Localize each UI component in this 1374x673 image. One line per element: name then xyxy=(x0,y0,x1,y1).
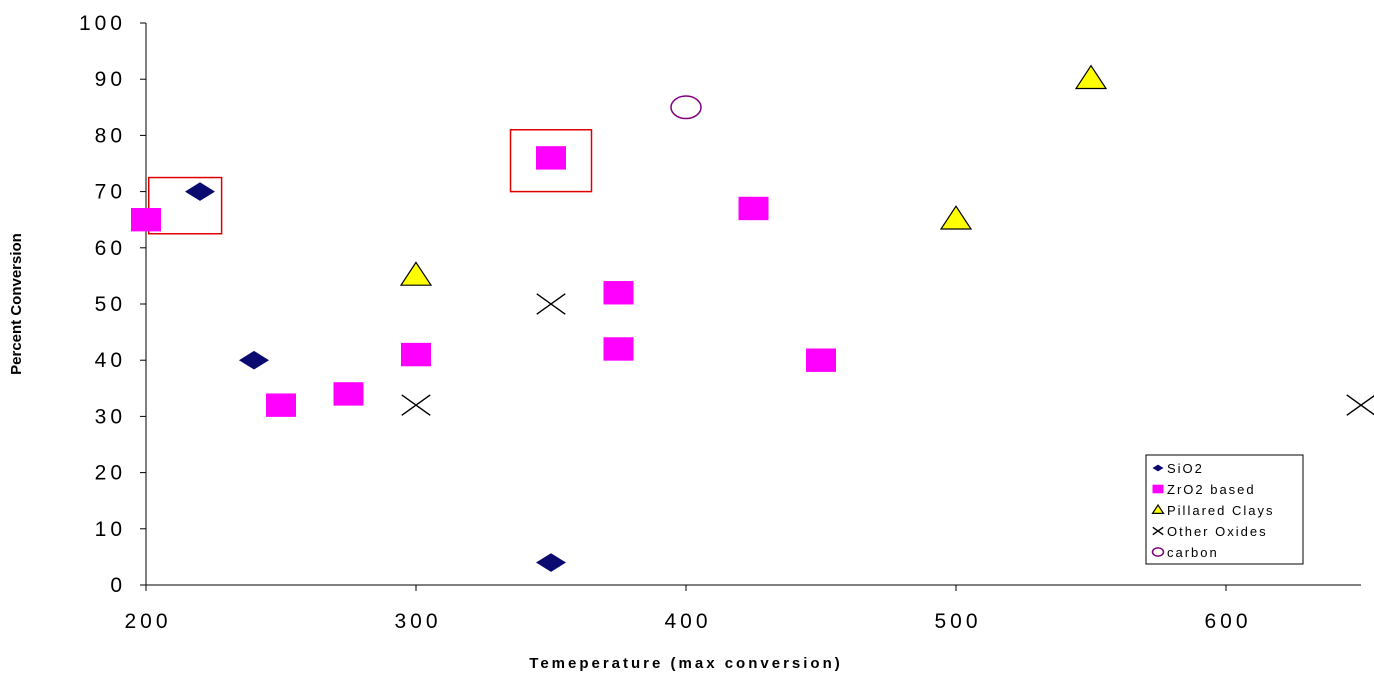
data-point xyxy=(603,281,634,305)
highlight-box xyxy=(509,129,593,193)
data-marks xyxy=(131,64,1374,572)
series-pillared-clays xyxy=(399,64,1108,286)
legend: SiO2 ZrO2 based Pillared Clays Other Oxides… xyxy=(1145,454,1304,565)
data-point xyxy=(670,95,702,120)
y-axis-title: Percent Conversion xyxy=(8,233,25,375)
series-other-oxides xyxy=(401,293,1374,416)
legend-item: carbon xyxy=(1151,545,1219,560)
axes: 0 10 20 30 40 50 60 70 80 90 100 200 300 400 500 600 xyxy=(79,12,1361,633)
data-point xyxy=(603,337,634,361)
y-tick-label: 60 xyxy=(95,237,126,260)
y-tick-label: 40 xyxy=(95,349,126,372)
legend-item: SiO2 xyxy=(1152,461,1204,476)
y-tick-label: 70 xyxy=(95,181,126,204)
x-tick-label: 300 xyxy=(394,610,441,633)
series-carbon xyxy=(670,95,702,120)
data-point xyxy=(806,348,836,372)
y-tick-label: 0 xyxy=(110,574,126,597)
y-tick-label: 90 xyxy=(95,68,126,91)
legend-marker xyxy=(1151,547,1165,557)
data-point xyxy=(399,261,433,286)
x-tick-label: 500 xyxy=(934,610,981,633)
y-tick-label: 10 xyxy=(95,518,126,541)
x-tick-label: 400 xyxy=(664,610,711,633)
x-tick-label: 600 xyxy=(1204,610,1251,633)
legend-box xyxy=(1145,454,1304,565)
legend-label: SiO2 xyxy=(1167,461,1204,476)
data-point xyxy=(185,182,215,201)
legend-marker xyxy=(1152,484,1164,494)
legend-label: ZrO2 based xyxy=(1167,482,1256,497)
data-point xyxy=(536,146,566,170)
data-point xyxy=(536,293,566,315)
data-point xyxy=(536,553,566,572)
y-tick-label: 50 xyxy=(95,293,126,316)
data-point xyxy=(239,350,269,370)
legend-marker xyxy=(1152,464,1164,472)
legend-label: carbon xyxy=(1167,545,1219,560)
y-tick-label: 30 xyxy=(95,405,126,428)
series-zro2-based xyxy=(131,146,836,417)
x-tick-label: 200 xyxy=(124,610,171,633)
y-tick-label: 20 xyxy=(95,462,126,485)
data-point xyxy=(401,394,431,416)
y-tick-label: 100 xyxy=(79,12,126,35)
legend-marker xyxy=(1152,526,1164,536)
data-point xyxy=(333,382,364,406)
data-point xyxy=(401,342,431,367)
legend-label: Other Oxides xyxy=(1167,524,1268,539)
legend-item: Pillared Clays xyxy=(1151,503,1274,518)
legend-item: ZrO2 based xyxy=(1152,482,1256,497)
legend-marker xyxy=(1151,503,1165,515)
data-point xyxy=(1074,64,1108,90)
data-point xyxy=(939,205,973,230)
y-tick-label: 80 xyxy=(95,124,126,147)
data-point xyxy=(266,393,296,417)
highlight-boxes xyxy=(147,129,593,235)
legend-label: Pillared Clays xyxy=(1167,503,1274,518)
series-sio2 xyxy=(185,182,566,572)
data-point xyxy=(131,208,161,232)
highlight-box xyxy=(147,176,223,235)
data-point xyxy=(738,196,769,221)
data-point xyxy=(1346,394,1374,416)
legend-item: Other Oxides xyxy=(1152,524,1268,539)
x-axis-title: Temeperature (max conversion) xyxy=(529,655,842,672)
